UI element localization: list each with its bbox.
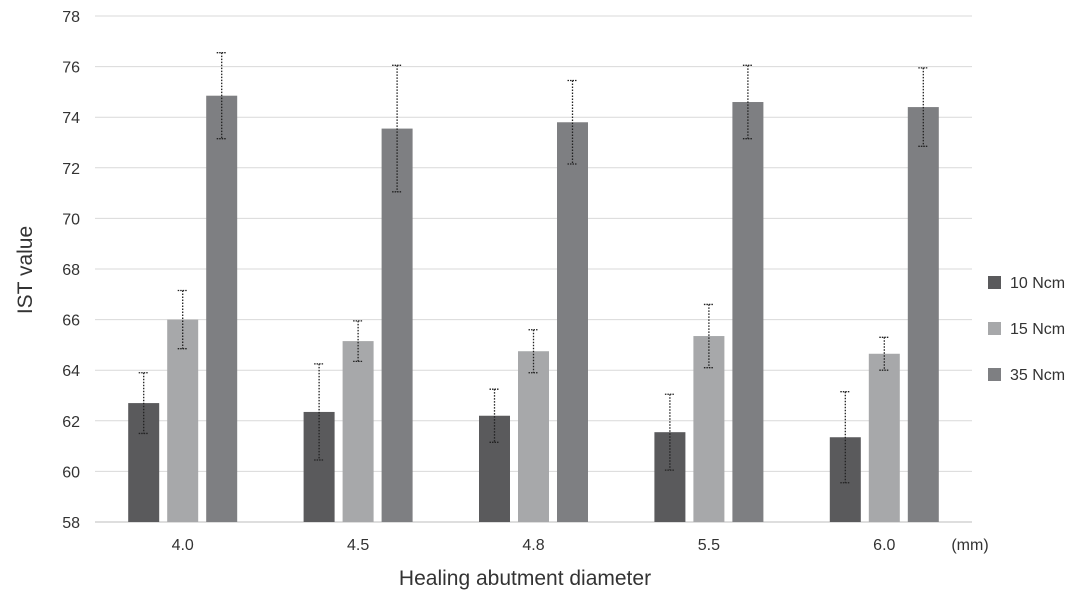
y-axis-title: IST value xyxy=(14,226,37,314)
x-axis-ticks: 4.0 4.5 4.8 5.5 6.0 xyxy=(172,537,896,554)
bar xyxy=(868,353,900,522)
x-axis-title: Healing abutment diameter xyxy=(399,567,651,590)
bar xyxy=(479,415,510,522)
bar xyxy=(342,341,374,522)
bar xyxy=(381,128,413,522)
legend: 10 Ncm 15 Ncm 35 Ncm xyxy=(988,275,1065,384)
x-tick-label: 4.5 xyxy=(347,537,369,554)
gridlines xyxy=(95,15,972,523)
bar xyxy=(693,336,725,522)
legend-label: 10 Ncm xyxy=(1010,275,1065,292)
bar xyxy=(557,122,588,522)
y-tick-label: 62 xyxy=(62,414,80,431)
x-axis-unit: (mm) xyxy=(951,537,988,554)
x-tick-label: 6.0 xyxy=(873,537,895,554)
x-tick-label: 4.8 xyxy=(522,537,544,554)
y-tick-label: 68 xyxy=(62,262,80,279)
bar xyxy=(907,107,939,522)
y-axis-ticks: 58 60 62 64 66 68 70 72 74 76 78 xyxy=(62,9,80,532)
bar xyxy=(128,403,160,522)
bars xyxy=(128,95,939,523)
y-tick-label: 76 xyxy=(62,60,80,77)
y-tick-label: 72 xyxy=(62,161,80,178)
bar xyxy=(654,432,686,522)
legend-swatch xyxy=(988,368,1001,381)
y-tick-label: 58 xyxy=(62,515,80,532)
error-bars xyxy=(138,52,929,484)
y-tick-label: 60 xyxy=(62,464,80,481)
legend-label: 15 Ncm xyxy=(1010,321,1065,338)
x-tick-label: 4.0 xyxy=(172,537,194,554)
legend-swatch xyxy=(988,322,1001,335)
legend-label: 35 Ncm xyxy=(1010,367,1065,384)
bar xyxy=(206,95,238,522)
x-tick-label: 5.5 xyxy=(698,537,720,554)
bar xyxy=(518,351,549,522)
y-tick-label: 64 xyxy=(62,363,80,380)
bar xyxy=(167,319,199,522)
legend-swatch xyxy=(988,276,1001,289)
y-tick-label: 70 xyxy=(62,211,80,228)
y-tick-label: 78 xyxy=(62,9,80,26)
bar xyxy=(732,102,764,523)
y-tick-label: 74 xyxy=(62,110,80,127)
y-tick-label: 66 xyxy=(62,313,80,330)
bar xyxy=(303,411,335,522)
